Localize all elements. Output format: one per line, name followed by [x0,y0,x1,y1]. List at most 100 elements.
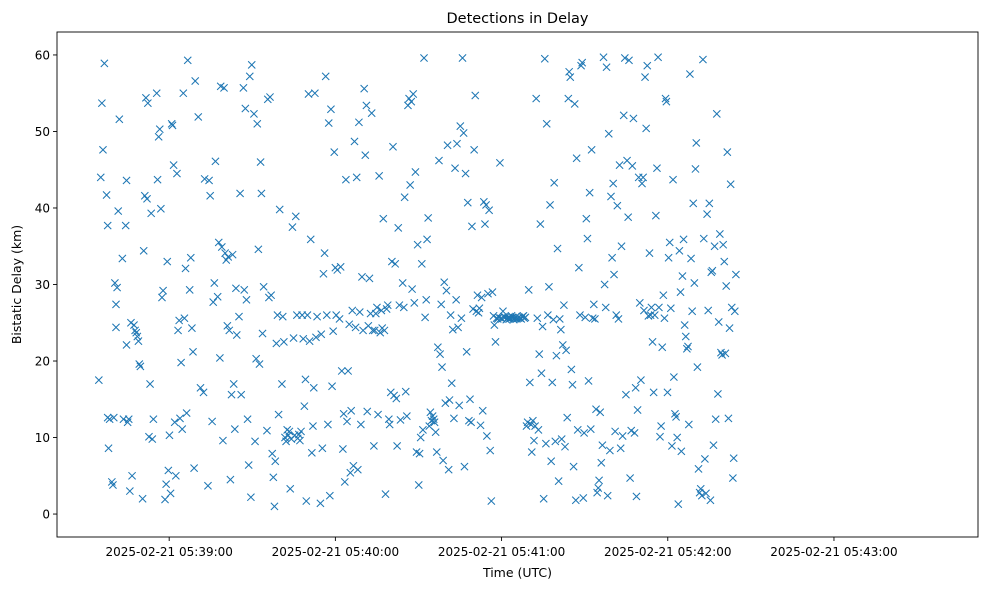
data-point-233 [372,303,381,312]
data-point-95 [215,353,224,362]
data-point-32 [133,332,142,341]
y-axis-label: Bistatic Delay (km) [9,225,24,344]
data-point-560 [723,148,732,157]
data-point-73 [181,264,190,273]
data-point-199 [336,262,345,271]
data-point-106 [227,390,236,399]
data-point-201 [338,445,347,453]
data-point-329 [476,421,485,430]
data-point-287 [431,428,440,437]
data-point-453 [609,179,618,188]
data-point-547 [709,441,718,450]
data-point-221 [360,84,369,93]
data-point-279 [423,235,432,244]
data-point-149 [279,337,288,346]
data-point-98 [218,436,227,445]
data-point-146 [275,205,284,214]
data-point-288 [432,448,441,457]
data-point-377 [527,448,536,457]
data-point-494 [652,164,661,173]
data-point-45 [148,435,157,444]
data-point-210 [348,306,357,315]
data-point-461 [617,242,626,251]
data-point-99 [220,83,228,92]
data-point-320 [467,418,476,427]
data-point-248 [389,142,397,151]
data-point-186 [321,72,330,81]
data-point-376 [526,420,535,429]
data-point-1 [96,173,105,182]
data-point-61 [168,121,177,130]
data-point-489 [647,303,656,312]
data-point-187 [322,311,331,320]
data-point-474 [631,383,640,392]
data-point-373 [523,418,532,427]
data-point-177 [309,383,318,392]
data-point-70 [178,425,187,434]
data-point-215 [353,465,362,474]
y-axis-ticks: 0 10 20 30 40 50 60 [35,48,57,521]
x-tick-label-3: 2025-02-21 05:42:00 [604,545,731,559]
data-point-104 [225,326,234,335]
data-point-148 [278,312,287,321]
data-point-428 [582,214,591,223]
data-point-385 [536,220,545,229]
data-point-126 [252,354,261,363]
data-point-229 [368,326,377,335]
data-point-145 [274,410,283,419]
data-point-316 [462,347,471,356]
data-point-21 [121,221,130,230]
data-point-46 [149,415,158,424]
data-point-311 [457,314,466,323]
data-point-91 [210,278,219,287]
data-point-115 [239,83,248,92]
data-point-347 [495,158,504,167]
data-point-151 [282,437,291,446]
data-point-465 [621,390,630,399]
data-point-390 [541,439,550,448]
data-point-314 [460,462,469,471]
data-point-131 [257,189,266,198]
data-point-501 [660,314,669,323]
data-point-78 [187,324,196,333]
data-point-208 [346,468,355,477]
data-point-317 [463,198,472,207]
data-point-266 [409,90,418,98]
data-point-274 [417,259,426,268]
data-point-525 [685,70,694,79]
data-point-72 [180,314,189,323]
data-point-541 [703,210,712,219]
data-point-513 [673,433,682,442]
data-point-48 [153,175,162,184]
data-point-552 [714,318,723,326]
data-point-291 [436,350,445,359]
data-point-392 [543,311,552,320]
data-point-566 [729,454,738,463]
data-point-558 [721,349,730,358]
data-point-260 [402,412,411,421]
data-point-482 [639,306,648,315]
data-point-394 [546,200,555,209]
data-point-191 [326,105,335,114]
data-point-141 [270,502,279,511]
data-point-257 [399,303,408,312]
data-point-452 [608,253,617,262]
data-point-437 [592,405,600,414]
data-point-503 [662,97,671,106]
data-point-254 [395,301,404,310]
data-point-174 [306,235,315,244]
data-point-40 [143,194,151,203]
data-point-301 [446,311,455,320]
data-point-111 [232,331,241,339]
data-point-25 [124,415,133,424]
data-point-128 [254,245,263,254]
x-tick-label-2: 2025-02-21 05:41:00 [438,545,565,559]
data-point-387 [538,322,547,331]
data-point-414 [567,365,576,374]
data-point-276 [420,54,428,62]
data-point-100 [221,249,230,258]
data-point-250 [391,259,400,268]
data-point-421 [574,263,583,272]
data-point-295 [440,278,449,287]
data-point-469 [626,474,635,483]
